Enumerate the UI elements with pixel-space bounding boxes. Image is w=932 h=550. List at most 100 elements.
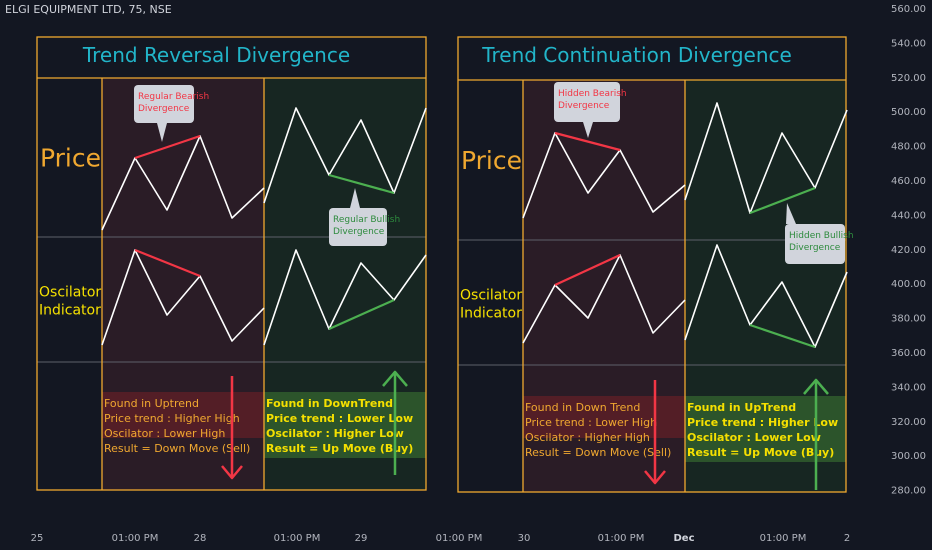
oscillator-row-label: Oscilator bbox=[460, 288, 522, 304]
chart-symbol-title: ELGI EQUIPMENT LTD, 75, NSE bbox=[5, 3, 172, 16]
bullish-divergence-price-line bbox=[749, 186, 816, 215]
callout-text: Regular Bullish bbox=[333, 215, 400, 225]
sell-info-text: Found in Uptrend bbox=[104, 397, 199, 410]
price-line-right bbox=[684, 102, 848, 214]
oscillator-row-label: Oscilator bbox=[39, 285, 101, 301]
price-axis-tick-label: 540.00 bbox=[891, 38, 926, 49]
buy-info-text: Price trend : Lower Low bbox=[266, 412, 413, 425]
time-axis-tick-label: 01:00 PM bbox=[112, 533, 159, 544]
time-axis-tick-label: 2 bbox=[844, 533, 850, 544]
price-axis-tick-label: 440.00 bbox=[891, 210, 926, 221]
callout-text: Divergence bbox=[789, 243, 841, 253]
callout-box bbox=[554, 82, 620, 122]
bullish-divergence-oscillator-line bbox=[328, 298, 395, 331]
time-axis-tick-label: 01:00 PM bbox=[274, 533, 321, 544]
time-axis-tick-label: 30 bbox=[518, 533, 531, 544]
callout-text: Divergence bbox=[333, 227, 385, 237]
sell-info-text: Oscilator : Higher High bbox=[525, 431, 650, 444]
up-arrow-head-icon bbox=[803, 378, 829, 395]
sell-info-text: Result = Down Move (Sell) bbox=[104, 442, 250, 455]
price-line-left bbox=[522, 132, 686, 219]
callout-pointer bbox=[350, 188, 360, 208]
divergence-panel-1: Trend Reversal Divergence Price Oscilator I… bbox=[36, 36, 427, 491]
price-axis-tick-label: 340.00 bbox=[891, 382, 926, 393]
divergence-panel-2: Trend Continuation Divergence Price Oscila… bbox=[457, 36, 854, 493]
bearish-divergence-oscillator-line bbox=[134, 248, 201, 278]
price-line-left bbox=[101, 135, 265, 231]
down-arrow-head-icon bbox=[221, 465, 243, 480]
time-axis-tick-label: 25 bbox=[31, 533, 44, 544]
panel-title: Trend Continuation Divergence bbox=[481, 43, 792, 67]
sell-info-text: Price trend : Higher High bbox=[104, 412, 240, 425]
buy-info-text: Price trend : Higher Low bbox=[687, 416, 838, 429]
buy-info-text: Found in UpTrend bbox=[687, 401, 796, 414]
oscillator-line-left bbox=[522, 254, 686, 344]
price-axis-tick-label: 560.00 bbox=[891, 4, 926, 15]
callout-text: Hidden Bearish bbox=[558, 89, 627, 99]
sell-info-text: Price trend : Lower High bbox=[525, 416, 657, 429]
bearish-divergence-oscillator-line bbox=[554, 254, 621, 286]
price-axis-tick-label: 400.00 bbox=[891, 279, 926, 290]
price-line-right bbox=[263, 107, 427, 204]
oscillator-line-right bbox=[684, 244, 848, 348]
sell-info-text: Oscilator : Lower High bbox=[104, 427, 225, 440]
callout-text: Divergence bbox=[558, 101, 610, 111]
price-axis-tick-label: 360.00 bbox=[891, 348, 926, 359]
callout-text: Regular Bearish bbox=[138, 92, 209, 102]
buy-info-text: Oscilator : Higher Low bbox=[266, 427, 404, 440]
price-row-label: Price bbox=[461, 146, 522, 175]
price-axis-tick-label: 500.00 bbox=[891, 107, 926, 118]
oscillator-line-right bbox=[263, 249, 427, 346]
callout-box bbox=[329, 208, 387, 246]
bullish-callout: Hidden Bullish Divergence bbox=[785, 203, 854, 264]
buy-info-text: Result = Up Move (Buy) bbox=[266, 442, 413, 455]
price-axis-tick-label: 460.00 bbox=[891, 176, 926, 187]
callout-box bbox=[785, 224, 845, 264]
buy-info-text: Found in DownTrend bbox=[266, 397, 393, 410]
callout-pointer bbox=[157, 123, 167, 142]
bullish-divergence-oscillator-line bbox=[749, 323, 816, 349]
bearish-divergence-price-line bbox=[554, 131, 621, 152]
oscillator-row-label: Indicator bbox=[39, 303, 101, 319]
price-row-label: Price bbox=[40, 144, 101, 173]
oscillator-line-left bbox=[101, 249, 265, 346]
time-axis-tick-label: 01:00 PM bbox=[436, 533, 483, 544]
time-axis-tick-label: 01:00 PM bbox=[598, 533, 645, 544]
oscillator-row-label: Indicator bbox=[460, 306, 522, 322]
price-axis-tick-label: 420.00 bbox=[891, 245, 926, 256]
price-axis[interactable]: 560.00 540.00 520.00 500.00 480.00 460.00 440.… bbox=[891, 4, 926, 497]
bearish-callout: Regular Bearish Divergence bbox=[134, 85, 209, 142]
sell-info-text: Result = Down Move (Sell) bbox=[525, 446, 671, 459]
callout-box bbox=[134, 85, 194, 123]
price-axis-tick-label: 480.00 bbox=[891, 142, 926, 153]
panel-title: Trend Reversal Divergence bbox=[82, 43, 350, 67]
time-axis-tick-label: 01:00 PM bbox=[760, 533, 807, 544]
callout-pointer bbox=[786, 203, 796, 224]
bearish-divergence-price-line bbox=[134, 134, 201, 160]
time-axis[interactable]: 25 01:00 PM 28 01:00 PM 29 01:00 PM 30 01:00 PM… bbox=[31, 533, 851, 544]
price-axis-tick-label: 300.00 bbox=[891, 451, 926, 462]
time-axis-tick-label: 28 bbox=[194, 533, 207, 544]
bullish-callout: Regular Bullish Divergence bbox=[329, 188, 400, 246]
callout-pointer bbox=[583, 122, 593, 138]
time-axis-tick-label: 29 bbox=[355, 533, 368, 544]
price-axis-tick-label: 520.00 bbox=[891, 73, 926, 84]
sell-info-band bbox=[102, 392, 264, 438]
callout-text: Divergence bbox=[138, 104, 190, 114]
down-arrow-head-icon bbox=[644, 470, 666, 485]
buy-info-band bbox=[685, 396, 846, 462]
up-arrow-head-icon bbox=[382, 370, 408, 387]
time-axis-tick-label: Dec bbox=[673, 533, 694, 544]
buy-info-band bbox=[264, 392, 426, 458]
buy-info-text: Result = Up Move (Buy) bbox=[687, 446, 834, 459]
sell-info-text: Found in Down Trend bbox=[525, 401, 640, 414]
price-axis-tick-label: 380.00 bbox=[891, 314, 926, 325]
callout-text: Hidden Bullish bbox=[789, 231, 854, 241]
sell-info-band bbox=[523, 396, 685, 438]
price-axis-tick-label: 280.00 bbox=[891, 486, 926, 497]
price-axis-tick-label: 320.00 bbox=[891, 417, 926, 428]
panel-border bbox=[36, 36, 427, 491]
bearish-callout: Hidden Bearish Divergence bbox=[554, 82, 627, 138]
panel-border bbox=[457, 36, 847, 493]
